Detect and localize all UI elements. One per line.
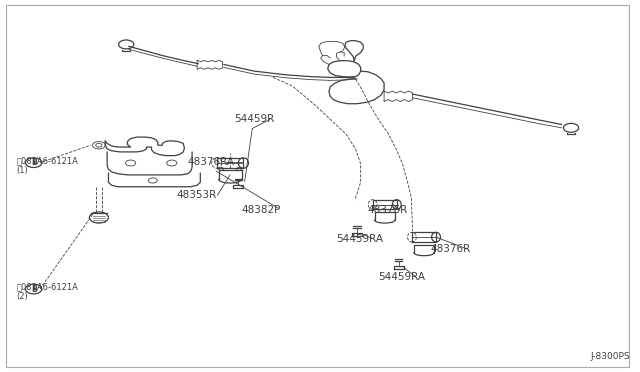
Text: 48376R: 48376R [367, 205, 407, 215]
Text: B: B [31, 285, 36, 294]
Text: 54459RA: 54459RA [378, 272, 425, 282]
Text: Ⓑ081A6-6121A
(2): Ⓑ081A6-6121A (2) [17, 282, 79, 301]
Text: 48376R: 48376R [430, 244, 470, 254]
Text: Ⓑ081A6-6121A
(1): Ⓑ081A6-6121A (1) [17, 156, 79, 175]
Text: 54459RA: 54459RA [337, 234, 383, 244]
Text: J-8300PS: J-8300PS [590, 352, 630, 361]
Text: 54459R: 54459R [234, 114, 274, 124]
Text: 48353R: 48353R [177, 190, 217, 200]
Text: B: B [31, 158, 36, 167]
Text: 48376RA: 48376RA [188, 157, 235, 167]
Text: 48382P: 48382P [241, 205, 281, 215]
